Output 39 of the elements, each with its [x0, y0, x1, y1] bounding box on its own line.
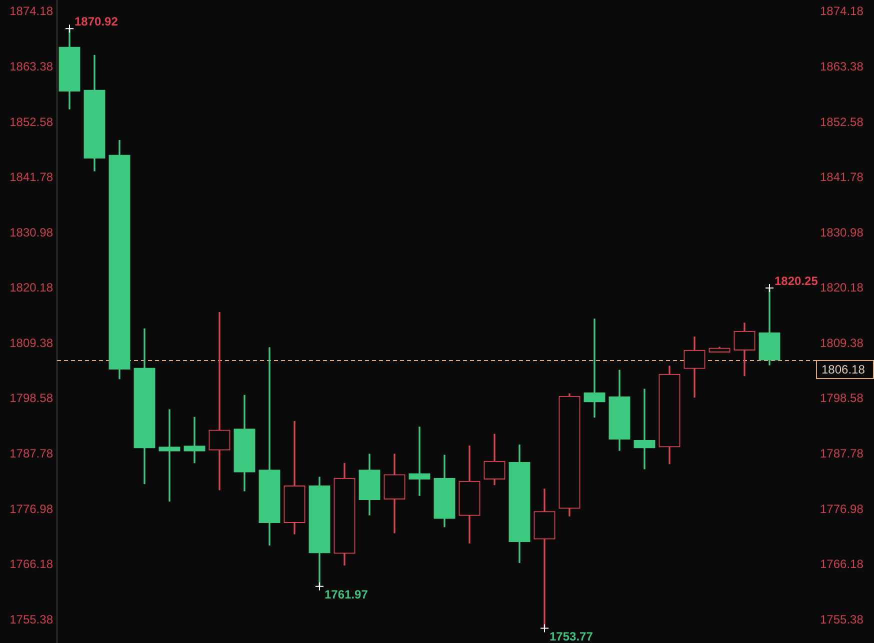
y-tick-label: 1820.18 — [10, 280, 54, 295]
y-tick-label: 1755.38 — [10, 612, 54, 626]
y-tick-label: 1787.78 — [10, 446, 54, 461]
y2-tick-label: 1830.98 — [820, 225, 864, 240]
y2-tick-label: 1863.38 — [820, 59, 864, 74]
data-label: 1820.25 — [774, 274, 818, 288]
y-tick-label: 1874.18 — [10, 4, 54, 18]
y2-tick-label: 1852.58 — [820, 114, 864, 129]
candlestick — [184, 416, 206, 464]
y2-tick-label: 1874.18 — [820, 4, 864, 18]
y-tick-label: 1841.78 — [10, 170, 54, 184]
point — [315, 582, 324, 591]
y-tick-label: 1776.98 — [10, 502, 54, 516]
y-tick-label: 1766.18 — [10, 557, 54, 572]
ref-line-label: 1806.18 — [822, 362, 866, 376]
y-tick-label: 1852.58 — [10, 114, 54, 129]
data-label: 1870.92 — [74, 14, 118, 29]
data-label: 1761.97 — [324, 587, 368, 602]
candlestick — [208, 312, 230, 490]
y2-tick-label: 1820.18 — [820, 280, 864, 295]
y2-tick-label: 1776.98 — [820, 502, 864, 516]
data-label: 1753.77 — [550, 629, 594, 643]
point — [540, 624, 549, 633]
point — [765, 283, 774, 292]
candlestick — [158, 409, 180, 502]
candlestick — [584, 318, 606, 418]
y2-tick-label: 1766.18 — [820, 557, 864, 572]
candlestick — [634, 388, 656, 470]
y2-tick-label: 1809.38 — [820, 336, 864, 350]
y2-tick-label: 1841.78 — [820, 170, 864, 184]
y2-tick-label: 1755.38 — [820, 612, 864, 626]
candlestick — [408, 426, 430, 496]
y-tick-label: 1809.38 — [10, 336, 54, 350]
y-tick-label: 1798.58 — [10, 391, 54, 406]
y-tick-label: 1863.38 — [10, 59, 54, 74]
y2-tick-label: 1787.78 — [820, 446, 864, 461]
point — [65, 24, 74, 34]
y-tick-label: 1830.98 — [10, 225, 54, 240]
y2-tick-label: 1798.58 — [820, 391, 864, 406]
